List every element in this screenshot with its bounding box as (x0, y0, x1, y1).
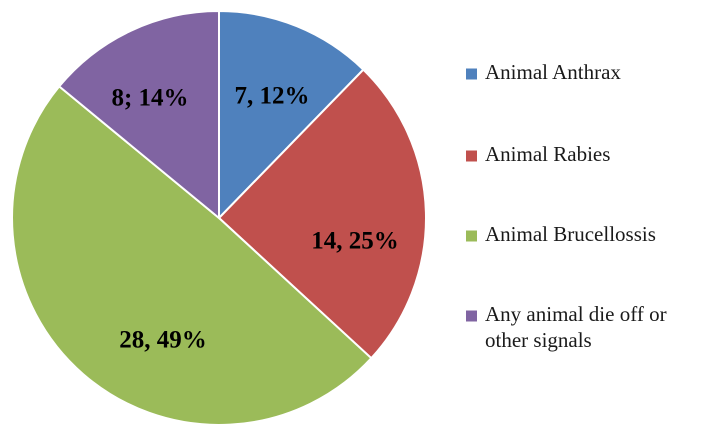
data-label-animal-rabies: 14, 25% (311, 228, 399, 255)
legend-item-animal-anthrax: Animal Anthrax (466, 60, 621, 84)
pie-slice-animal-anthrax (218, 9, 365, 221)
pie-slice-animal-rabies (217, 68, 427, 360)
legend-swatch (466, 230, 477, 242)
pie-slice-any-animal-die-off-or-other-signals (57, 9, 220, 221)
legend-swatch (466, 150, 477, 162)
legend-label: Animal Brucellossis (485, 222, 656, 246)
legend-swatch (466, 310, 477, 322)
legend-label: Animal Anthrax (485, 60, 621, 84)
data-label-animal-brucellossis: 28, 49% (119, 327, 207, 354)
legend-item-animal-brucellossis: Animal Brucellossis (466, 222, 656, 246)
data-label-any-animal-die-off-or-other-signals: 8; 14% (111, 85, 188, 112)
pie-slice-animal-brucellossis (11, 85, 373, 424)
legend-label: Any animal die off or (485, 302, 667, 326)
data-label-animal-anthrax: 7, 12% (235, 83, 310, 110)
legend-item-animal-rabies: Animal Rabies (466, 142, 610, 166)
legend-swatch (466, 68, 477, 80)
pie-slices (11, 9, 427, 424)
pie-data-labels: 7, 12% 14, 25% 28, 49% 8; 14% (111, 83, 398, 354)
legend: Animal Anthrax Animal Rabies Animal Brucel… (466, 60, 667, 352)
legend-label: other signals (485, 328, 592, 352)
legend-label: Animal Rabies (485, 142, 610, 166)
